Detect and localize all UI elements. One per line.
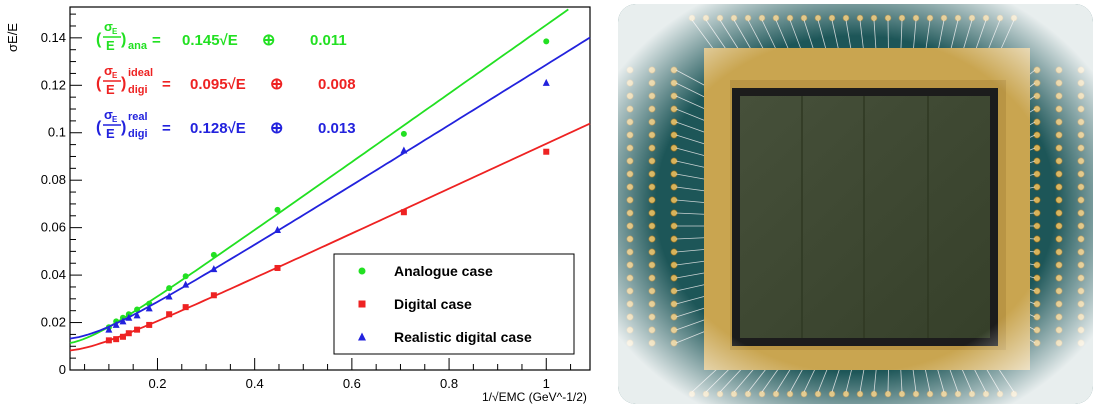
realistic-point [274, 226, 282, 234]
formula-subscript: digi [128, 128, 148, 140]
realistic-point [112, 320, 120, 328]
x-axis-label: 1/√EMC (GeV^-1/2) [482, 390, 587, 404]
y-tick-label: 0.12 [41, 77, 66, 92]
sensor-photo [612, 0, 1099, 408]
formula-equals: = [152, 32, 161, 49]
resolution-formula: (σ EE)ideal digi = 0.095√E ⊕ 0.008 [96, 63, 356, 97]
realistic-point [542, 78, 550, 86]
legend-marker [358, 332, 366, 341]
formula-constant: 0.008 [318, 76, 356, 93]
analogue-point [274, 206, 281, 213]
digital-point [274, 264, 281, 271]
legend-label: Analogue case [394, 263, 493, 279]
realistic-point [125, 313, 133, 321]
formula-paren: ( [96, 75, 102, 92]
formula-stochastic: 0.095√E [190, 76, 246, 93]
formula-sigma: σ [104, 19, 113, 34]
legend-label: Digital case [394, 296, 472, 312]
formula-oplus: ⊕ [262, 32, 275, 49]
digital-point [105, 337, 112, 344]
formula-subscript: ana [128, 40, 148, 52]
x-tick-label: 0.2 [148, 376, 166, 391]
realistic-point [145, 304, 153, 312]
formula-sigma-sub: E [112, 27, 118, 36]
formula-sigma: σ [104, 63, 113, 78]
realistic-point [182, 280, 190, 288]
fit-line [69, 8, 569, 344]
realistic-point [105, 325, 113, 333]
realistic-point [165, 292, 173, 300]
resolution-formula: (σ EE) ana = 0.145√E ⊕ 0.011 [96, 19, 347, 53]
legend-marker [358, 267, 366, 275]
digital-point [210, 292, 217, 299]
legend-label: Realistic digital case [394, 329, 532, 345]
formula-oplus: ⊕ [270, 76, 283, 93]
formula-superscript: ideal [128, 67, 153, 79]
digital-point [400, 209, 407, 216]
sensor-chip-photo [618, 4, 1093, 404]
digital-point [119, 333, 126, 340]
photo-vignette [618, 4, 1093, 404]
analogue-point [166, 285, 173, 292]
formula-sigma-sub: E [112, 71, 118, 80]
x-tick-label: 0.4 [246, 376, 264, 391]
y-tick-label: 0 [59, 362, 66, 377]
x-tick-label: 0.8 [440, 376, 458, 391]
digital-point [166, 311, 173, 318]
digital-point [146, 321, 153, 328]
digital-point [543, 148, 550, 155]
x-tick-label: 1 [543, 376, 550, 391]
legend-marker [358, 300, 366, 308]
y-tick-label: 0.1 [48, 125, 66, 140]
analogue-point [543, 38, 550, 45]
y-tick-label: 0.06 [41, 220, 66, 235]
analogue-point [400, 130, 407, 137]
legend-box [333, 253, 575, 355]
realistic-point [400, 146, 408, 154]
digital-point [182, 304, 189, 311]
fit-line [69, 122, 591, 352]
formula-subscript: digi [128, 84, 148, 96]
x-tick-label: 0.6 [343, 376, 361, 391]
y-tick-label: 0.04 [41, 267, 66, 282]
formula-oplus: ⊕ [270, 120, 283, 137]
resolution-chart: 0.02 0.04 0.06 0.08 0.1 0.12 0.14 0 0.2 0.4 0.6 0.8… [5, 6, 591, 404]
analogue-point [182, 273, 189, 280]
formula-equals: = [162, 76, 171, 93]
formula-paren: ) [121, 75, 126, 92]
fit-line [69, 36, 591, 340]
digital-point [113, 336, 120, 343]
formula-sigma: σ [104, 107, 113, 122]
y-tick-label: 0.14 [41, 30, 66, 45]
formula-denominator: E [106, 82, 115, 97]
formula-denominator: E [106, 38, 115, 53]
realistic-point [210, 265, 218, 273]
formula-stochastic: 0.145√E [182, 32, 238, 49]
formula-constant: 0.011 [310, 32, 347, 49]
resolution-formula: (σ EE)real digi = 0.128√E ⊕ 0.013 [96, 107, 356, 141]
formula-paren: ) [121, 119, 126, 136]
chart-svg: 0.02 0.04 0.06 0.08 0.1 0.12 0.14 0 0.2 0.4 0.6 0.8… [5, 6, 591, 404]
formula-superscript: real [128, 111, 148, 123]
plot-frame [69, 6, 591, 371]
analogue-point [134, 306, 141, 313]
y-axis-label: σE/E [5, 23, 20, 52]
y-tick-label: 0.08 [41, 172, 66, 187]
formula-paren: ( [96, 119, 102, 136]
digital-point [134, 326, 141, 333]
formula-constant: 0.013 [318, 120, 356, 137]
analogue-point [210, 251, 217, 258]
realistic-point [119, 317, 127, 325]
formula-paren: ) [121, 31, 126, 48]
formula-stochastic: 0.128√E [190, 120, 246, 137]
y-tick-label: 0.02 [41, 315, 66, 330]
formula-denominator: E [106, 126, 115, 141]
formula-sigma-sub: E [112, 115, 118, 124]
digital-point [125, 330, 132, 337]
formula-paren: ( [96, 31, 102, 48]
formula-equals: = [162, 120, 171, 137]
realistic-point [133, 311, 141, 319]
